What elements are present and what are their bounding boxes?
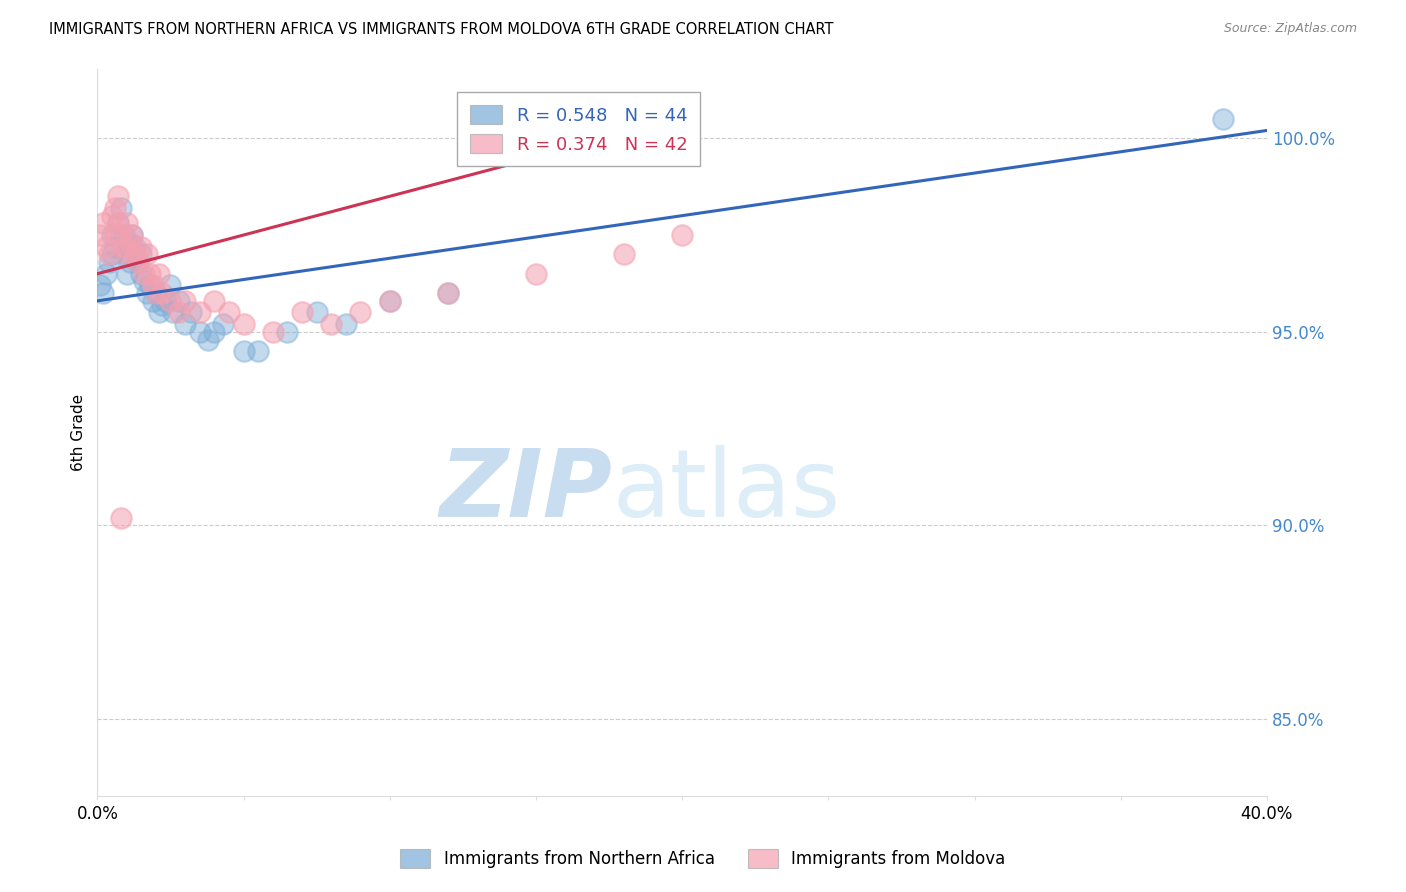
Point bbox=[232, 344, 254, 359]
Point bbox=[91, 286, 114, 301]
Point bbox=[613, 247, 636, 261]
Point bbox=[101, 247, 124, 261]
Point bbox=[1212, 112, 1234, 126]
Point bbox=[115, 247, 138, 261]
Point bbox=[148, 267, 170, 281]
Point bbox=[94, 239, 117, 253]
Point bbox=[150, 298, 173, 312]
Point bbox=[437, 286, 460, 301]
Point bbox=[94, 267, 117, 281]
Point bbox=[101, 227, 124, 242]
Point bbox=[159, 278, 181, 293]
Point bbox=[134, 275, 156, 289]
Legend: R = 0.548   N = 44, R = 0.374   N = 42: R = 0.548 N = 44, R = 0.374 N = 42 bbox=[457, 92, 700, 166]
Point bbox=[188, 325, 211, 339]
Point bbox=[139, 267, 162, 281]
Point bbox=[142, 293, 165, 308]
Point bbox=[104, 201, 127, 215]
Point bbox=[148, 305, 170, 319]
Point bbox=[91, 216, 114, 230]
Point bbox=[129, 267, 152, 281]
Point bbox=[174, 317, 197, 331]
Point bbox=[124, 247, 146, 261]
Point bbox=[118, 255, 141, 269]
Point bbox=[202, 293, 225, 308]
Point bbox=[110, 227, 132, 242]
Point bbox=[167, 293, 190, 308]
Point bbox=[112, 227, 135, 242]
Point bbox=[107, 216, 129, 230]
Point bbox=[121, 227, 143, 242]
Point bbox=[110, 201, 132, 215]
Point bbox=[134, 267, 156, 281]
Point bbox=[107, 216, 129, 230]
Text: atlas: atlas bbox=[612, 445, 841, 537]
Point bbox=[150, 286, 173, 301]
Y-axis label: 6th Grade: 6th Grade bbox=[72, 394, 86, 471]
Point bbox=[112, 239, 135, 253]
Point bbox=[159, 293, 181, 308]
Point bbox=[202, 325, 225, 339]
Point bbox=[127, 255, 149, 269]
Point bbox=[127, 255, 149, 269]
Point bbox=[153, 293, 176, 308]
Point bbox=[437, 286, 460, 301]
Point bbox=[89, 227, 111, 242]
Point bbox=[136, 247, 159, 261]
Point bbox=[276, 325, 298, 339]
Point bbox=[232, 317, 254, 331]
Point bbox=[118, 235, 141, 250]
Point bbox=[104, 239, 127, 253]
Point bbox=[136, 286, 159, 301]
Point bbox=[107, 189, 129, 203]
Point bbox=[115, 267, 138, 281]
Point bbox=[197, 333, 219, 347]
Point bbox=[162, 305, 184, 319]
Text: ZIP: ZIP bbox=[439, 445, 612, 537]
Point bbox=[121, 227, 143, 242]
Point bbox=[129, 247, 152, 261]
Point bbox=[174, 293, 197, 308]
Point bbox=[378, 293, 401, 308]
Point bbox=[247, 344, 270, 359]
Point bbox=[145, 286, 167, 301]
Text: Source: ZipAtlas.com: Source: ZipAtlas.com bbox=[1223, 22, 1357, 36]
Point bbox=[124, 239, 146, 253]
Point bbox=[98, 247, 121, 261]
Text: IMMIGRANTS FROM NORTHERN AFRICA VS IMMIGRANTS FROM MOLDOVA 6TH GRADE CORRELATION: IMMIGRANTS FROM NORTHERN AFRICA VS IMMIG… bbox=[49, 22, 834, 37]
Point bbox=[129, 239, 152, 253]
Legend: Immigrants from Northern Africa, Immigrants from Moldova: Immigrants from Northern Africa, Immigra… bbox=[394, 843, 1012, 875]
Point bbox=[118, 235, 141, 250]
Point bbox=[180, 305, 202, 319]
Point bbox=[524, 267, 547, 281]
Point bbox=[218, 305, 240, 319]
Point bbox=[142, 278, 165, 293]
Point bbox=[115, 216, 138, 230]
Point bbox=[167, 305, 190, 319]
Point bbox=[305, 305, 328, 319]
Point bbox=[262, 325, 284, 339]
Point bbox=[89, 278, 111, 293]
Point bbox=[104, 227, 127, 242]
Point bbox=[110, 510, 132, 524]
Point bbox=[98, 255, 121, 269]
Point bbox=[335, 317, 357, 331]
Point bbox=[349, 305, 371, 319]
Point bbox=[139, 278, 162, 293]
Point bbox=[378, 293, 401, 308]
Point bbox=[212, 317, 235, 331]
Point bbox=[291, 305, 314, 319]
Point bbox=[101, 209, 124, 223]
Point bbox=[671, 227, 693, 242]
Point bbox=[115, 247, 138, 261]
Point bbox=[321, 317, 343, 331]
Point bbox=[145, 286, 167, 301]
Point bbox=[188, 305, 211, 319]
